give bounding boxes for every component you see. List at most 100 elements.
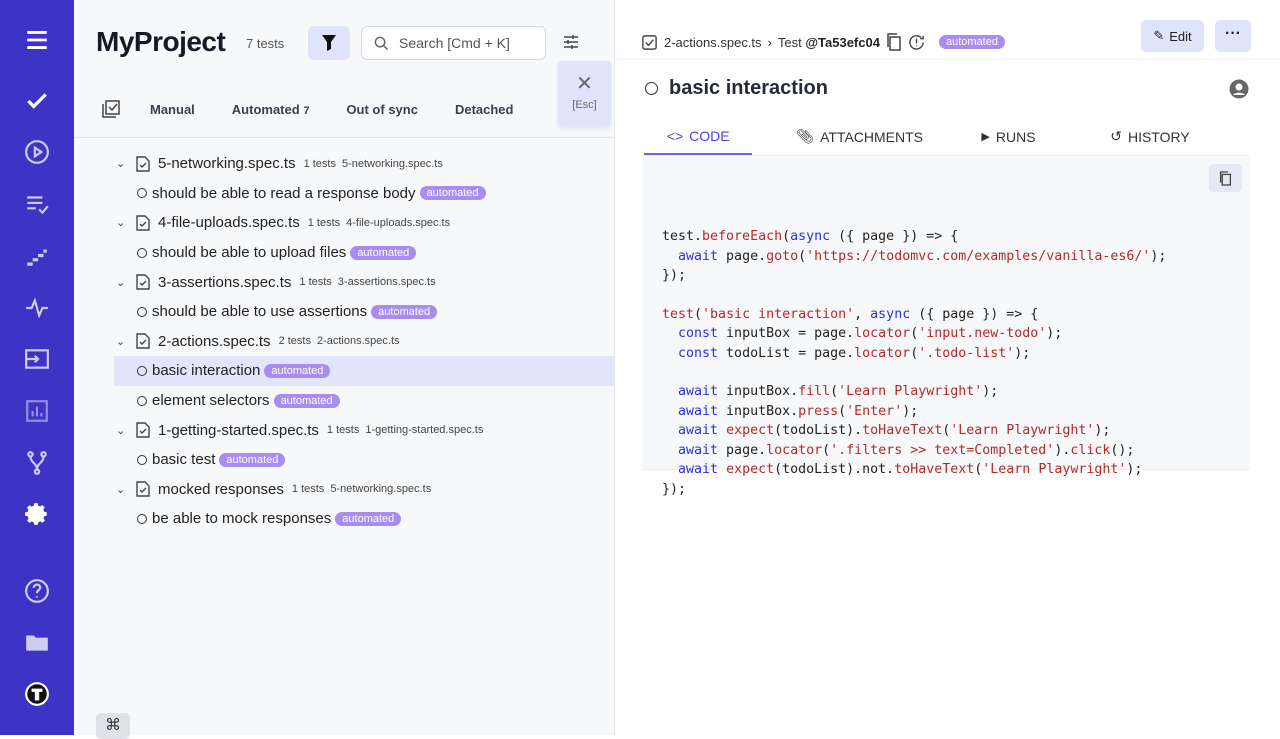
copy-icon[interactable]: [886, 33, 902, 51]
assignee-avatar-icon[interactable]: [1229, 79, 1249, 99]
branch-icon[interactable]: [21, 447, 53, 479]
tab-runs[interactable]: ▶ RUNS: [967, 118, 1050, 155]
spec-name: 4-file-uploads.spec.ts: [158, 214, 300, 232]
menu-icon[interactable]: [21, 24, 53, 56]
copy-icon: [1219, 170, 1232, 186]
automated-badge: automated: [219, 452, 286, 467]
code-token: [718, 423, 726, 438]
play-circle-icon[interactable]: [21, 136, 53, 168]
file-icon: [136, 481, 150, 498]
code-token: 'input.new-todo': [918, 326, 1047, 342]
paperclip-icon: 📎︎: [796, 128, 815, 144]
code-token: 'basic interaction': [702, 306, 855, 322]
spec-name: 5-networking.spec.ts: [158, 155, 296, 173]
close-panel-button[interactable]: ✕ [Esc]: [558, 61, 611, 127]
logo-icon[interactable]: [21, 678, 53, 710]
spec-file: 1-getting-started.spec.ts: [365, 424, 484, 437]
filter-icon: [322, 35, 336, 51]
test-id: @Ta53efc04: [805, 34, 880, 50]
esc-label: [Esc]: [572, 99, 597, 111]
test-detail: 2-actions.spec.ts › Test @Ta53efc04 auto…: [615, 0, 1280, 735]
test-row[interactable]: be able to mock responses automated: [114, 504, 614, 534]
test-row[interactable]: basic test automated: [114, 445, 614, 475]
chevron-down-icon[interactable]: ⌄: [116, 424, 126, 437]
search-input[interactable]: Search [Cmd + K]: [361, 26, 546, 60]
code-token: todoList = page.: [718, 345, 855, 361]
check-icon[interactable]: [21, 85, 53, 117]
code-token: (: [942, 423, 951, 439]
code-token: [662, 423, 678, 438]
code-token: locator: [854, 345, 911, 361]
status-badge: automated: [938, 35, 1005, 49]
code-token: ).: [1054, 442, 1071, 458]
tune-icon[interactable]: [563, 34, 579, 50]
breadcrumb-file[interactable]: 2-actions.spec.ts: [664, 34, 762, 50]
spec-row[interactable]: ⌄ 5-networking.spec.ts 1 tests 5-network…: [114, 149, 614, 179]
command-button[interactable]: ⌘: [96, 713, 130, 739]
code-block[interactable]: test.beforeEach(async ({ page }) => { aw…: [642, 157, 1250, 497]
folder-icon[interactable]: [21, 626, 53, 658]
test-row[interactable]: should be able to use assertions automate…: [114, 297, 614, 327]
chevron-down-icon[interactable]: ⌄: [116, 335, 126, 348]
code-token: await: [678, 442, 719, 458]
chevron-down-icon[interactable]: ⌄: [116, 276, 126, 289]
settings-icon[interactable]: [21, 498, 53, 530]
tab-code[interactable]: <> CODE: [644, 118, 753, 155]
test-name: basic interaction: [152, 362, 261, 380]
chevron-down-icon[interactable]: ⌄: [116, 158, 126, 171]
import-icon[interactable]: [21, 343, 53, 375]
code-token: ({ page }) => {: [830, 229, 959, 245]
select-all-icon[interactable]: [102, 100, 120, 118]
file-icon: [136, 215, 150, 231]
tab-manual[interactable]: Manual: [150, 101, 195, 117]
copy-code-button[interactable]: [1209, 164, 1242, 192]
divider: [74, 137, 614, 138]
play-icon: ▶: [981, 131, 990, 143]
test-name: should be able to read a response body: [152, 184, 416, 202]
spec-file: 4-file-uploads.spec.ts: [346, 216, 451, 229]
code-token: inputBox.: [718, 384, 799, 400]
code-token: await: [678, 403, 719, 419]
code-line: });: [662, 266, 1230, 285]
filter-button[interactable]: [308, 26, 350, 60]
code-token: });: [662, 268, 687, 284]
code-line: [662, 363, 1230, 382]
spec-row[interactable]: ⌄ 2-actions.spec.ts 2 tests 2-actions.sp…: [114, 327, 614, 357]
tab-detached[interactable]: Detached: [454, 101, 514, 117]
code-token: [662, 326, 678, 341]
code-line: await inputBox.fill('Learn Playwright');: [662, 382, 1230, 401]
spec-name: 1-getting-started.spec.ts: [158, 421, 319, 439]
tab-history[interactable]: ↺ HISTORY: [1050, 118, 1250, 155]
chevron-down-icon[interactable]: ⌄: [116, 483, 126, 496]
help-icon[interactable]: [21, 575, 53, 607]
spec-row[interactable]: ⌄ mocked responses 1 tests 5-networking.…: [114, 475, 614, 505]
analytics-icon[interactable]: [21, 395, 53, 427]
code-token: 'https://todomvc.com/examples/vanilla-es…: [806, 248, 1151, 264]
spec-row[interactable]: ⌄ 1-getting-started.spec.ts 1 tests 1-ge…: [114, 415, 614, 445]
test-row[interactable]: should be able to read a response body au…: [114, 179, 614, 209]
steps-icon[interactable]: [21, 240, 53, 272]
tab-code-label: CODE: [689, 127, 730, 144]
list-check-icon[interactable]: [21, 188, 53, 220]
test-row[interactable]: should be able to upload files automated: [114, 238, 614, 268]
spec-row[interactable]: ⌄ 4-file-uploads.spec.ts 1 tests 4-file-…: [114, 208, 614, 238]
status-circle-icon: [137, 395, 147, 406]
tab-automated[interactable]: Automated 7: [232, 102, 310, 117]
more-button[interactable]: ···: [1215, 20, 1251, 52]
test-row[interactable]: element selectors automated: [114, 386, 614, 416]
test-name: should be able to use assertions: [152, 303, 368, 321]
chevron-down-icon[interactable]: ⌄: [116, 217, 126, 230]
spec-row[interactable]: ⌄ 3-assertions.spec.ts 1 tests 3-asserti…: [114, 267, 614, 297]
status-circle-icon: [645, 82, 658, 95]
code-token: [662, 346, 678, 361]
code-token: page.: [718, 248, 767, 264]
pulse-icon[interactable]: [21, 292, 53, 324]
tab-attachments[interactable]: 📎︎ ATTACHMENTS: [752, 118, 967, 155]
code-token: await: [678, 423, 719, 439]
tab-out-of-sync[interactable]: Out of sync: [346, 101, 418, 117]
history-alert-icon[interactable]: [908, 34, 925, 51]
test-row[interactable]: basic interaction automated: [114, 356, 614, 386]
spec-name: 2-actions.spec.ts: [158, 332, 271, 350]
edit-button[interactable]: ✎ Edit: [1141, 20, 1204, 52]
code-token: beforeEach: [702, 229, 783, 245]
